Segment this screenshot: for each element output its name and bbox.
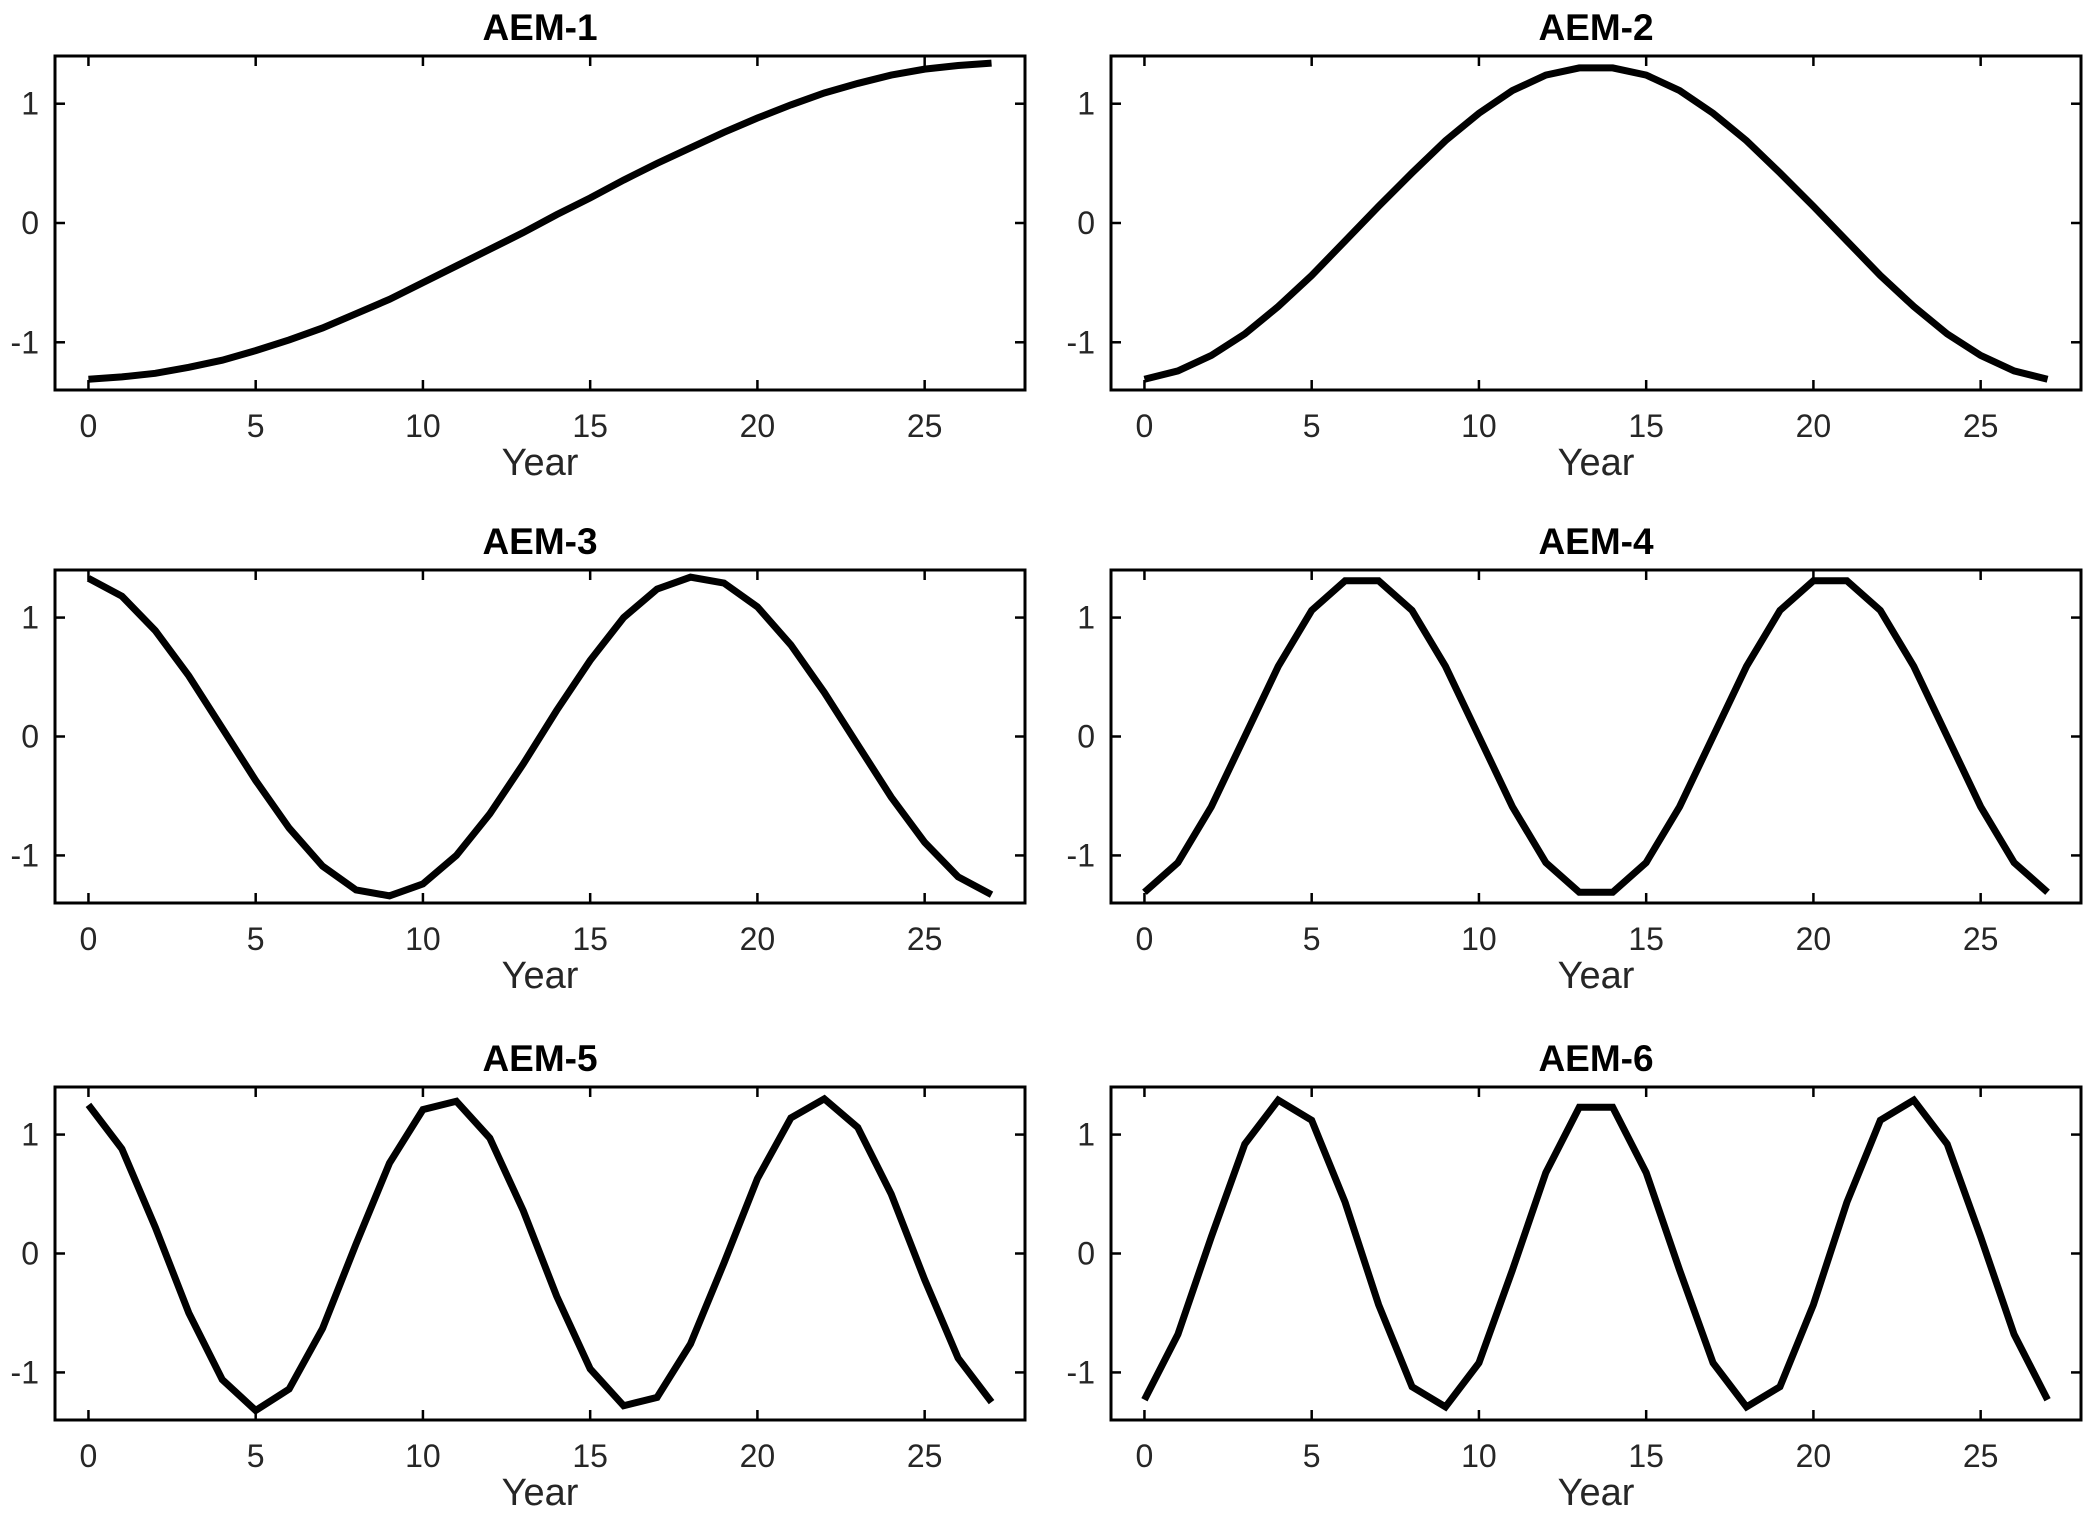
y-tick-label: 1 [21,86,39,122]
x-tick-label: 20 [740,921,776,957]
x-axis-label: Year [1558,1472,1635,1514]
y-tick-label: -1 [1067,837,1095,873]
y-tick-label: 1 [21,600,39,636]
axis-frame [1109,1085,2083,1422]
chart-title: AEM-1 [482,7,597,48]
y-tick-label: 1 [1077,1117,1095,1153]
x-tick-label: 25 [1963,1438,1999,1474]
chart-panel-5: AEM-5 0 5 10 15 20 25 -1 0 1 Year [11,1038,1027,1514]
series-line [1142,577,2050,896]
x-tick-label: 15 [572,408,608,444]
x-tick-label: 25 [907,921,943,957]
x-tick-label: 10 [405,1438,441,1474]
x-tick-label: 25 [1963,921,1999,957]
chart-panel-6: AEM-6 0 5 10 15 20 25 -1 0 1 Year [1067,1038,2083,1514]
x-axis-label: Year [502,1472,579,1514]
x-tick-label: 0 [80,1438,98,1474]
x-tick-label: 0 [1136,408,1154,444]
x-tick-label: 5 [247,408,265,444]
x-tick-label: 20 [1796,408,1832,444]
y-tick-label: -1 [1067,324,1095,360]
x-tick-label: 25 [1963,408,1999,444]
x-tick-label: 15 [572,1438,608,1474]
y-tick-label: 0 [21,205,39,241]
chart-panel-2: AEM-2 0 5 10 15 20 25 -1 0 1 Year [1067,7,2083,484]
x-tick-label: 20 [740,1438,776,1474]
y-tick-label: 1 [1077,86,1095,122]
x-tick-label: 15 [572,921,608,957]
x-axis-label: Year [502,955,579,997]
x-tick-label: 0 [80,408,98,444]
y-tick-label: -1 [11,837,39,873]
series-line [1141,1095,2051,1412]
x-tick-label: 5 [247,921,265,957]
x-tick-label: 25 [907,408,943,444]
y-tick-label: -1 [11,1354,39,1390]
series-line [86,573,994,900]
x-tick-label: 20 [1796,921,1832,957]
axis-frame [1109,568,2083,905]
x-tick-label: 15 [1628,1438,1664,1474]
x-tick-label: 10 [405,408,441,444]
y-tick-label: -1 [11,324,39,360]
x-tick-label: 10 [1461,408,1497,444]
axis-frame [1109,54,2083,392]
series-line [88,59,992,383]
y-tick-label: 0 [21,719,39,755]
y-tick-label: 0 [1077,205,1095,241]
y-tick-label: 0 [1077,719,1095,755]
x-tick-label: 5 [247,1438,265,1474]
y-tick-label: 1 [1077,600,1095,636]
x-tick-label: 5 [1303,1438,1321,1474]
y-tick-label: -1 [1067,1354,1095,1390]
x-tick-label: 20 [740,408,776,444]
x-axis-label: Year [1558,955,1635,997]
series-line [85,1094,995,1415]
x-tick-label: 5 [1303,921,1321,957]
x-tick-label: 20 [1796,1438,1832,1474]
x-tick-label: 15 [1628,921,1664,957]
y-tick-label: 1 [21,1117,39,1153]
x-tick-label: 10 [1461,921,1497,957]
chart-title: AEM-4 [1538,521,1654,562]
y-tick-label: 0 [21,1236,39,1272]
x-tick-label: 10 [405,921,441,957]
x-axis-label: Year [502,442,579,484]
chart-panel-4: AEM-4 0 5 10 15 20 25 -1 0 1 Year [1067,521,2083,997]
x-tick-label: 5 [1303,408,1321,444]
chart-panel-3: AEM-3 0 5 10 15 20 25 -1 0 1 Year [11,521,1027,997]
y-tick-label: 0 [1077,1236,1095,1272]
x-tick-label: 25 [907,1438,943,1474]
chart-panel-1: AEM-1 0 5 10 15 20 25 -1 0 1 Year [11,7,1027,484]
x-tick-label: 0 [80,921,98,957]
x-axis-label: Year [1558,442,1635,484]
chart-title: AEM-6 [1538,1038,1653,1079]
x-tick-label: 0 [1136,1438,1154,1474]
chart-title: AEM-2 [1538,7,1653,48]
x-tick-label: 0 [1136,921,1154,957]
chart-title: AEM-5 [482,1038,597,1079]
x-tick-label: 10 [1461,1438,1497,1474]
chart-title: AEM-3 [482,521,597,562]
x-tick-label: 15 [1628,408,1664,444]
series-line [1143,64,2049,383]
